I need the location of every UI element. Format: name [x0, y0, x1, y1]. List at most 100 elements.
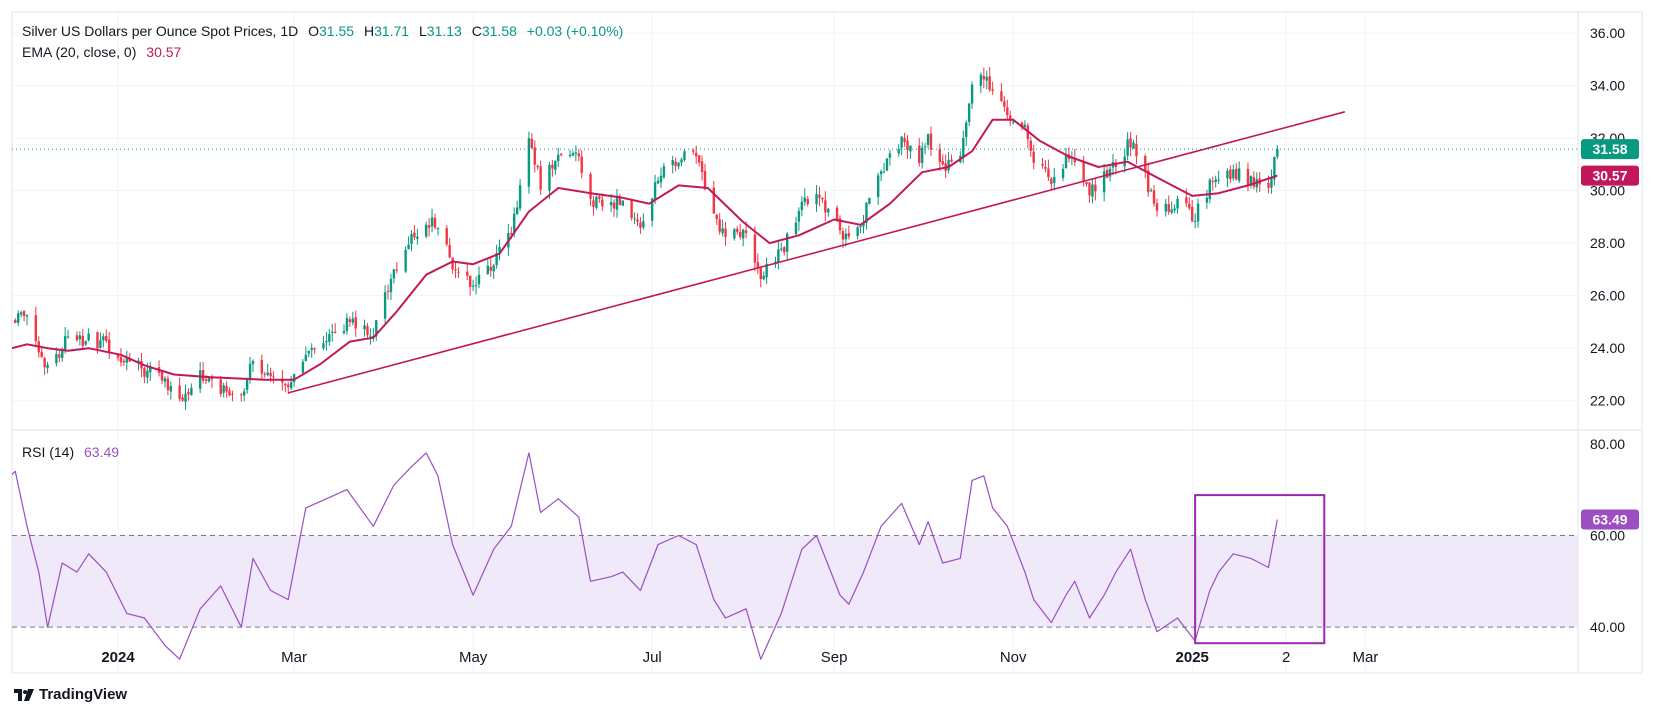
candle-body — [835, 207, 839, 220]
candle-body — [1229, 169, 1232, 180]
candle-body — [821, 197, 824, 200]
candle-body — [251, 360, 255, 365]
candle-body — [988, 76, 991, 90]
candle-body — [457, 271, 460, 273]
candle-body — [636, 219, 639, 222]
candle-body — [1050, 178, 1053, 184]
candle-body — [700, 161, 704, 173]
rsi-highlight-box — [1194, 494, 1326, 645]
candle-body — [1094, 184, 1097, 192]
price-tick-label: 36.00 — [1590, 25, 1625, 41]
candle-body — [847, 233, 851, 237]
candle-body — [1085, 182, 1088, 185]
candle-body — [868, 197, 871, 204]
candle-body — [301, 361, 305, 373]
candle-body — [827, 208, 830, 213]
candle-body — [248, 363, 252, 380]
candle-body — [1173, 208, 1176, 211]
candle-body — [116, 353, 120, 358]
candle-body — [536, 165, 539, 168]
candle-body — [671, 159, 674, 166]
candle-body — [1129, 138, 1132, 148]
candle-body — [322, 343, 325, 349]
candle-body — [436, 227, 440, 230]
candle-body — [733, 229, 736, 239]
time-tick-label: Sep — [821, 649, 848, 666]
candle-body — [680, 159, 683, 163]
candle-body — [744, 230, 748, 234]
candle-body — [557, 154, 560, 162]
candle-body — [1196, 203, 1200, 222]
candle-body — [122, 360, 126, 363]
tradingview-brand[interactable]: TradingView — [14, 686, 127, 703]
candle-body — [598, 196, 601, 199]
candle-body — [736, 228, 739, 232]
candle-body — [1135, 143, 1138, 157]
candle-body — [794, 222, 798, 235]
candle-body — [1232, 169, 1235, 179]
candle-body — [1000, 91, 1003, 101]
price-tick-label: 28.00 — [1590, 235, 1625, 251]
candle-body — [1235, 168, 1238, 180]
candle-body — [160, 371, 164, 381]
candle-body — [207, 377, 211, 382]
candle-body — [225, 385, 228, 392]
candle-body — [815, 193, 818, 205]
rsi-tick-label: 40.00 — [1590, 619, 1625, 635]
rsi-tick-label: 60.00 — [1590, 527, 1625, 543]
candle-body — [1217, 179, 1220, 181]
candle-body — [389, 278, 393, 293]
candle-body — [762, 275, 765, 280]
candle-body — [333, 331, 337, 333]
candle-body — [1246, 168, 1250, 185]
candle-body — [14, 320, 17, 323]
ema-label: EMA (20, close, 0) — [22, 44, 137, 60]
candle-body — [46, 364, 49, 369]
price-tick-label: 34.00 — [1590, 78, 1625, 94]
open-value: 31.55 — [319, 23, 355, 39]
candle-body — [621, 200, 625, 206]
candle-body — [865, 202, 868, 224]
candle-body — [331, 331, 334, 333]
candle-body — [712, 187, 716, 214]
candle-body — [284, 383, 287, 386]
candle-body — [1091, 184, 1094, 197]
candle-body — [1011, 121, 1015, 123]
candle-body — [677, 162, 680, 167]
candle-body — [287, 384, 290, 388]
candle-body — [756, 262, 760, 269]
candle-body — [404, 249, 407, 272]
candle-body — [190, 387, 193, 396]
candle-body — [929, 133, 933, 150]
candle-body — [187, 392, 190, 395]
candle-body — [128, 358, 131, 362]
candle-body — [492, 265, 495, 272]
candle-body — [243, 391, 246, 396]
candle-body — [882, 171, 886, 173]
candle-body — [985, 76, 988, 81]
candle-body — [906, 140, 909, 150]
price-tick-label: 26.00 — [1590, 288, 1625, 304]
candle-body — [1088, 182, 1091, 196]
candle-body — [178, 385, 181, 399]
candle-body — [1047, 168, 1050, 178]
price-tick-label: 24.00 — [1590, 340, 1625, 356]
candle-body — [574, 152, 578, 154]
candle-body — [885, 158, 889, 171]
candle-body — [659, 175, 663, 183]
candle-body — [618, 197, 622, 205]
candle-body — [40, 351, 43, 357]
candle-body — [777, 249, 780, 263]
candle-body — [1276, 149, 1279, 157]
candle-body — [66, 336, 70, 338]
rsi-label: RSI (14) — [22, 444, 75, 460]
price-tags: 31.58 30.57 63.49 — [1581, 139, 1639, 530]
candle-body — [313, 348, 316, 350]
candle-body — [1205, 197, 1209, 203]
candle-body — [1105, 170, 1109, 178]
candle-body — [342, 330, 346, 334]
candle-body — [61, 348, 64, 358]
candle-body — [1108, 168, 1112, 177]
last-price-tag: 31.58 — [1592, 141, 1627, 157]
